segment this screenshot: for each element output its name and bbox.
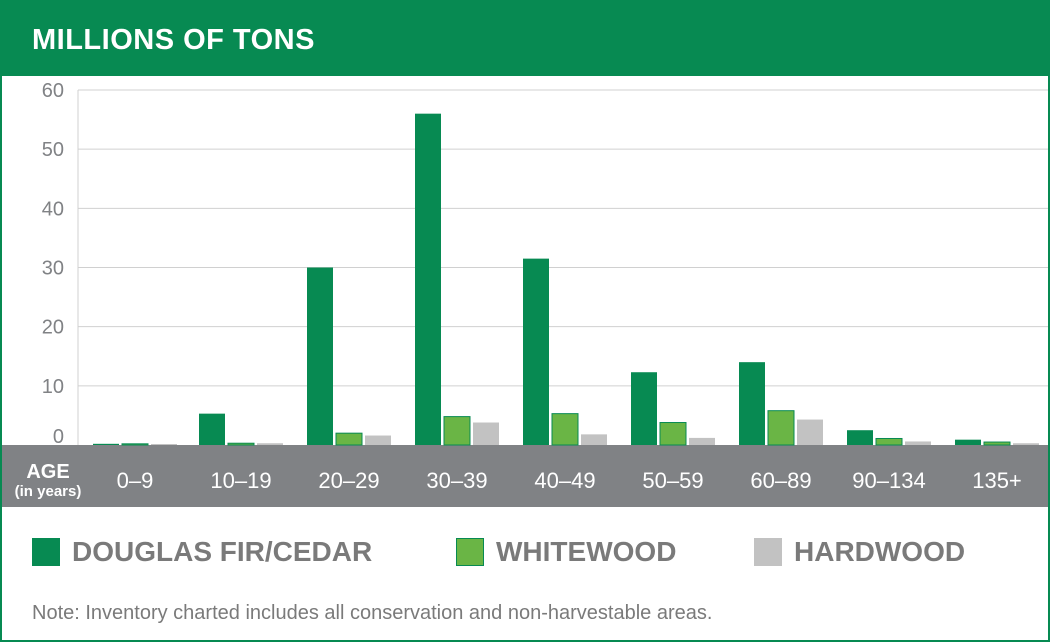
bar-hardwood-5 (689, 437, 715, 445)
x-tick-label: 50–59 (642, 468, 703, 493)
bar-hardwood-2 (365, 435, 391, 445)
bar-hardwood-3 (473, 422, 499, 445)
bar-douglas-fir-cedar-1 (199, 413, 225, 445)
x-tick-label: 30–39 (426, 468, 487, 493)
bar-douglas-fir-cedar-7 (847, 430, 873, 445)
bar-hardwood-6 (797, 419, 823, 445)
x-tick-label: 20–29 (318, 468, 379, 493)
bar-hardwood-8 (1013, 443, 1039, 445)
bar-douglas-fir-cedar-3 (415, 113, 441, 446)
chart-legend: DOUGLAS FIR/CEDAR WHITEWOOD HARDWOOD (2, 522, 1048, 582)
footnote: Note: Inventory charted includes all con… (32, 602, 713, 624)
y-tick-label: 50 (42, 139, 64, 161)
legend-label-hardwood: HARDWOOD (794, 536, 966, 567)
chart-title: MILLIONS OF TONS (32, 24, 315, 56)
legend-swatch-whitewood (456, 538, 484, 566)
chart-header: MILLIONS OF TONS (2, 2, 1048, 76)
x-axis-label: AGE (26, 461, 69, 483)
bar-douglas-fir-cedar-6 (739, 362, 765, 445)
y-tick-label: 0 (53, 426, 64, 448)
bar-douglas-fir-cedar-0 (93, 443, 119, 445)
bar-douglas-fir-cedar-4 (523, 258, 549, 445)
y-tick-label: 10 (42, 376, 64, 398)
bar-douglas-fir-cedar-8 (955, 439, 981, 445)
bar-whitewood-1 (227, 442, 255, 446)
bar-whitewood-5 (659, 422, 687, 446)
y-tick-label: 30 (42, 258, 64, 280)
bar-whitewood-6 (767, 410, 795, 446)
legend-swatch-douglas-fir-cedar (32, 538, 60, 566)
x-axis-sublabel: (in years) (15, 483, 82, 500)
bar-hardwood-7 (905, 441, 931, 445)
x-axis-band (2, 445, 1048, 507)
x-tick-label: 0–9 (117, 468, 154, 493)
x-tick-label: 10–19 (210, 468, 271, 493)
bar-whitewood-3 (443, 416, 471, 446)
bar-hardwood-4 (581, 434, 607, 445)
bar-whitewood-8 (983, 441, 1011, 446)
legend-label-whitewood: WHITEWOOD (496, 536, 677, 567)
x-tick-label: 60–89 (750, 468, 811, 493)
bar-hardwood-1 (257, 443, 283, 445)
x-tick-label: 90–134 (852, 468, 925, 493)
y-tick-label: 20 (42, 317, 64, 339)
bar-hardwood-0 (151, 444, 177, 445)
bar-whitewood-2 (335, 432, 363, 446)
y-tick-label: 40 (42, 198, 64, 220)
bar-whitewood-4 (551, 413, 579, 446)
bar-douglas-fir-cedar-5 (631, 372, 657, 445)
bar-whitewood-7 (875, 437, 903, 446)
legend-label-douglas-fir-cedar: DOUGLAS FIR/CEDAR (72, 536, 373, 567)
y-tick-label: 60 (42, 80, 64, 102)
bar-chart: AGE (in years) 0–9 10–19 20–29 30–39 40–49 50… (2, 80, 1048, 507)
legend-swatch-hardwood (754, 538, 782, 566)
x-tick-label: 40–49 (534, 468, 595, 493)
bar-whitewood-0 (121, 443, 149, 446)
bar-douglas-fir-cedar-2 (307, 267, 333, 445)
x-tick-label: 135+ (972, 468, 1022, 493)
